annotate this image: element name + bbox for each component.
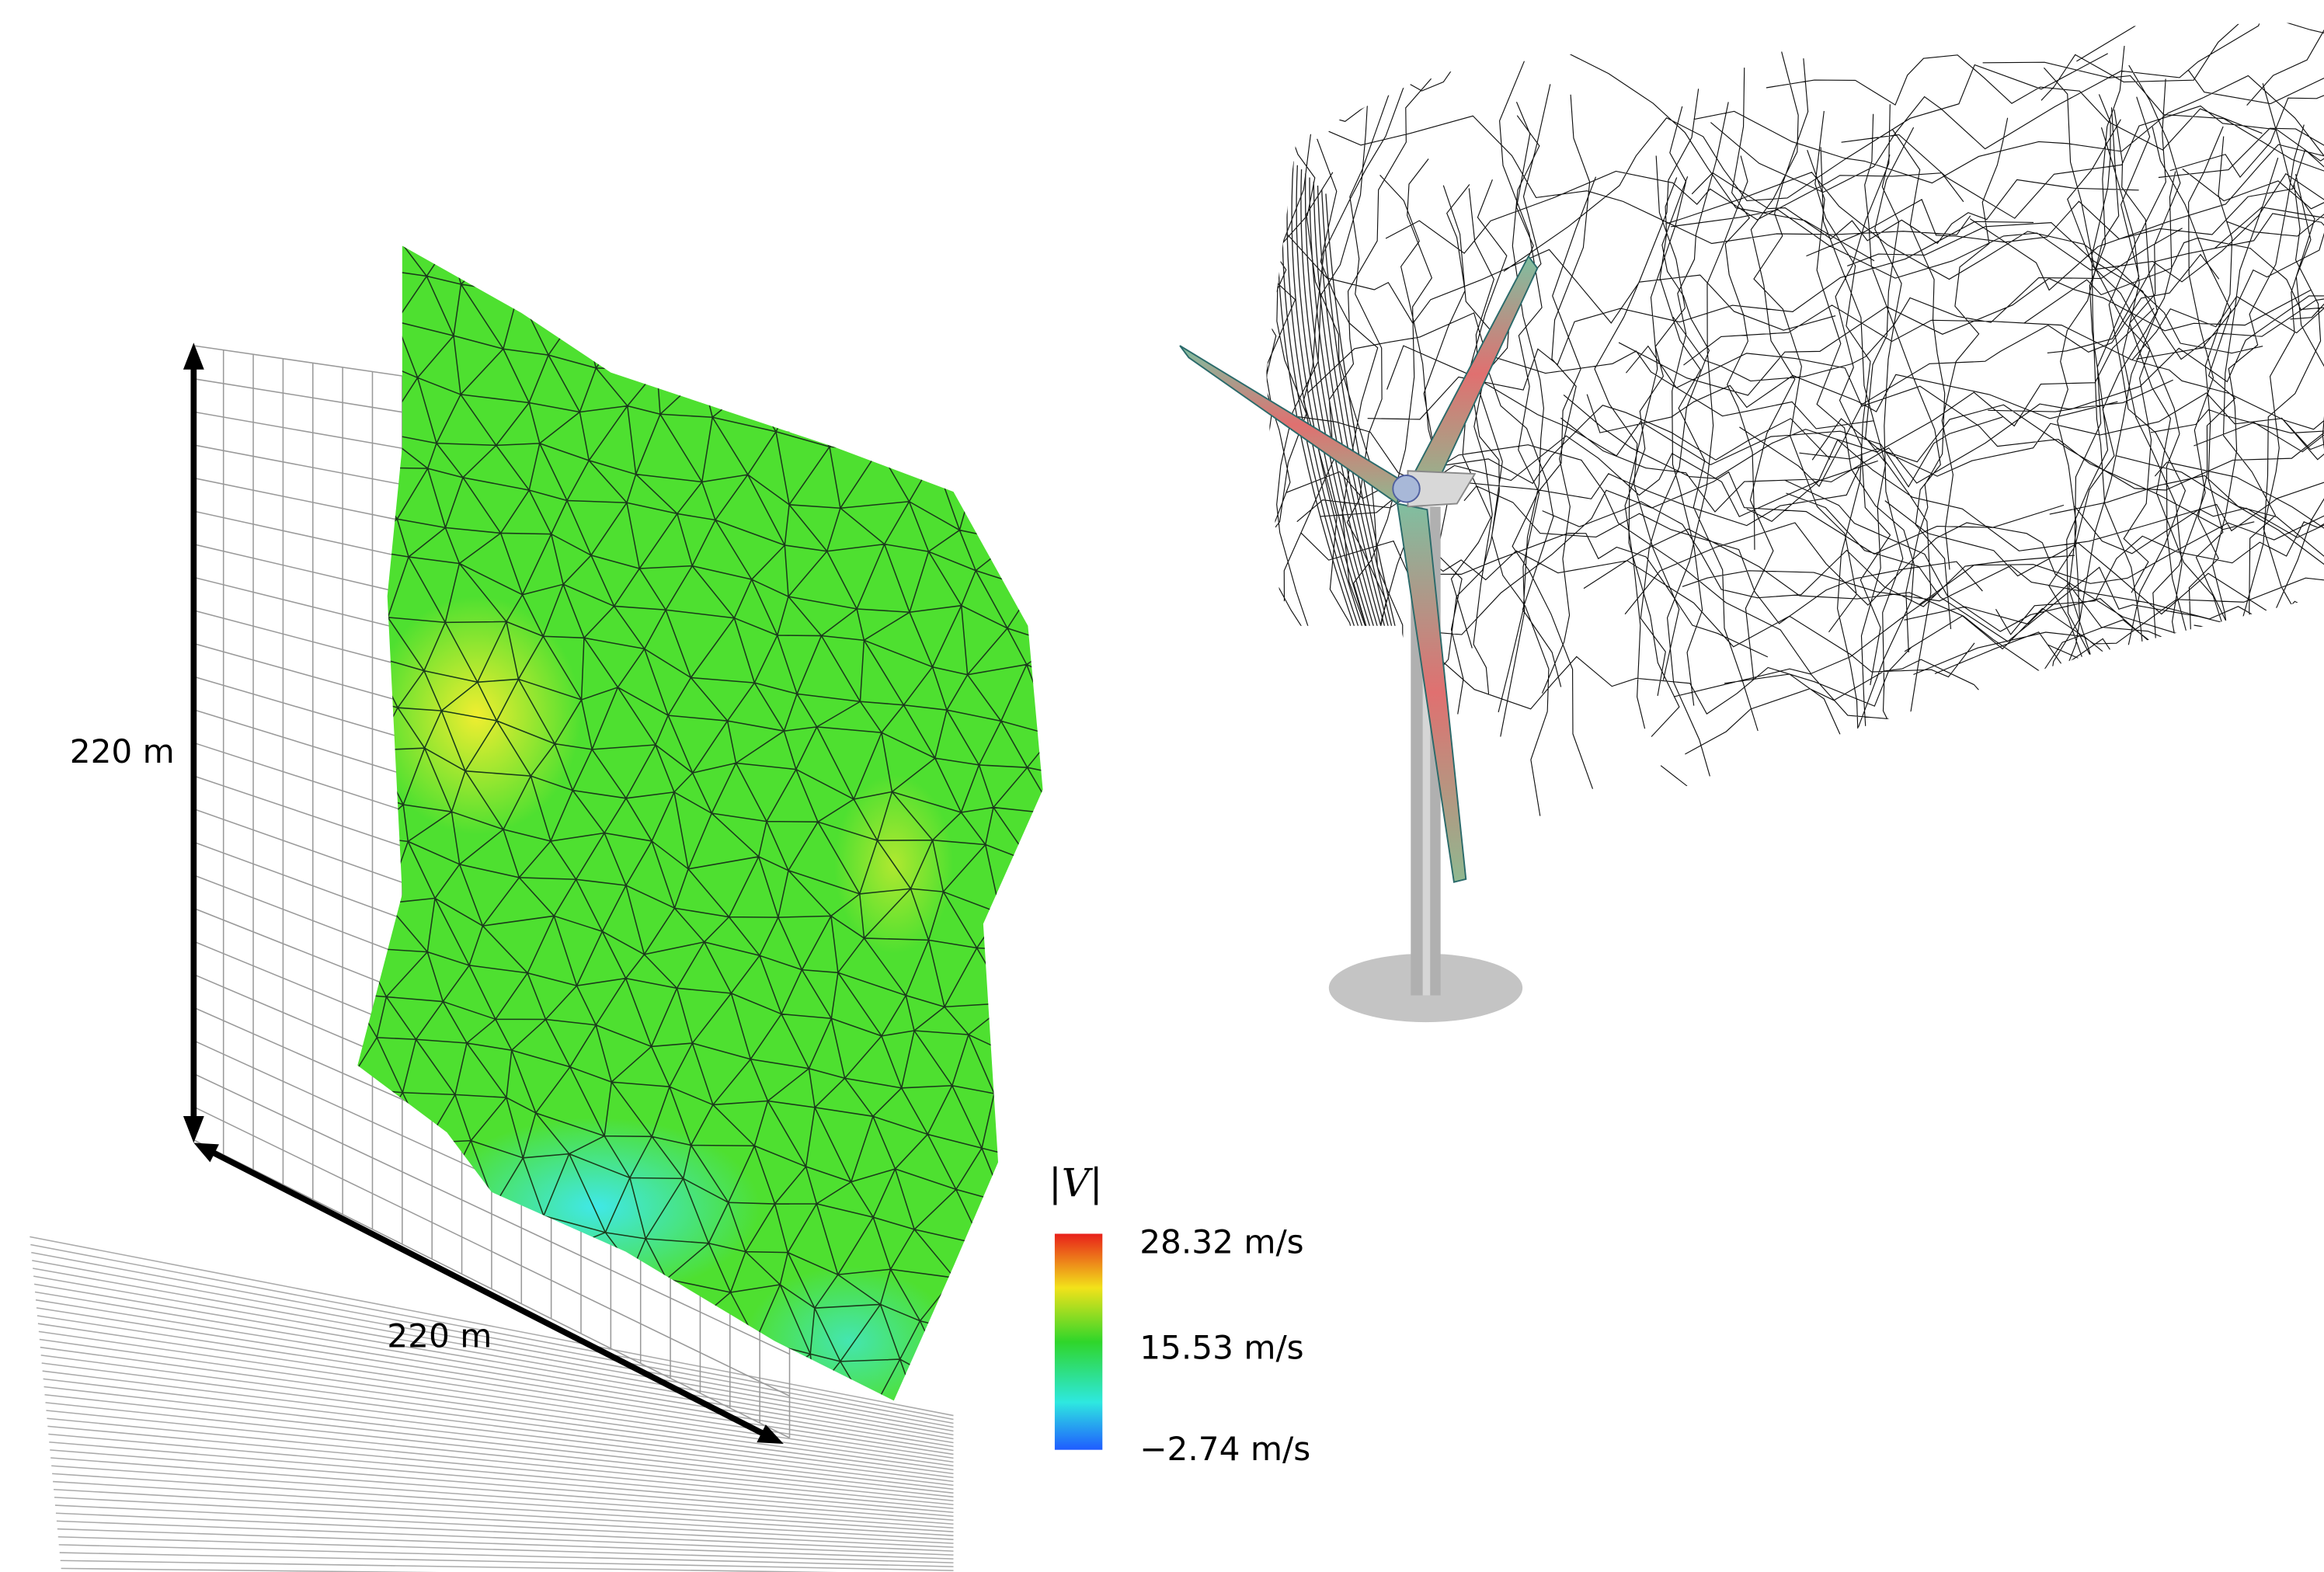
ground-line xyxy=(54,1497,954,1544)
ground-line xyxy=(50,1449,954,1522)
ground-line xyxy=(57,1528,954,1560)
surface-low xyxy=(744,1266,954,1401)
ground-line xyxy=(40,1346,954,1471)
ground-line xyxy=(30,1243,954,1421)
ground-line xyxy=(40,1355,954,1475)
colorbar-scale xyxy=(1054,1233,1103,1450)
ground-grid xyxy=(30,1236,954,1572)
arrow-head xyxy=(183,343,204,370)
wake-lines xyxy=(1266,22,2324,882)
arrow-head xyxy=(193,1142,219,1163)
ground-line xyxy=(44,1393,954,1494)
ground-line xyxy=(55,1512,954,1552)
ground-line xyxy=(50,1457,954,1525)
turbine-hub xyxy=(1392,475,1421,503)
ground-line xyxy=(57,1535,954,1563)
height-label: 220 m xyxy=(70,732,175,770)
plane-line xyxy=(193,1106,790,1397)
width-label: 220 m xyxy=(387,1316,492,1355)
ground-line xyxy=(41,1362,954,1479)
label-bg xyxy=(54,730,188,778)
ground-line xyxy=(42,1370,954,1483)
ground-line xyxy=(36,1307,954,1452)
velocity-surface xyxy=(357,245,1043,1401)
ground-line xyxy=(49,1441,954,1518)
ground-line xyxy=(38,1330,954,1463)
wake-lines-path xyxy=(1266,22,2324,882)
arrow-head xyxy=(757,1424,784,1445)
ground-line xyxy=(51,1465,954,1529)
surface-fill xyxy=(357,245,1043,1401)
ground-line xyxy=(33,1283,954,1440)
ground-line xyxy=(37,1315,954,1455)
ground-line xyxy=(54,1488,954,1540)
ground-line xyxy=(53,1480,954,1536)
ground-line xyxy=(58,1544,954,1567)
ground-line xyxy=(60,1560,839,1572)
width-arrow xyxy=(210,1149,764,1436)
ground-line xyxy=(43,1386,954,1490)
ground-line xyxy=(54,1504,954,1548)
surface-high xyxy=(372,596,581,835)
ground-line xyxy=(32,1260,954,1428)
ground-line xyxy=(35,1299,954,1448)
ground-line xyxy=(39,1338,954,1467)
plane-line xyxy=(193,1139,790,1439)
ground-line xyxy=(56,1520,954,1556)
turbine-blade xyxy=(1396,503,1467,883)
ground-line xyxy=(52,1473,954,1532)
ground-line xyxy=(61,1567,440,1572)
ground-line xyxy=(47,1425,954,1510)
ground-line xyxy=(33,1275,954,1436)
turbine xyxy=(1179,255,1539,1023)
turbine-blade xyxy=(1179,345,1401,506)
colorbar-label: −2.74 m/s xyxy=(1139,1430,1310,1468)
ground-line xyxy=(34,1291,954,1444)
tower-highlight xyxy=(1422,506,1431,996)
ground-line xyxy=(43,1378,954,1487)
ground-line xyxy=(33,1268,954,1432)
ground-line xyxy=(45,1402,954,1498)
colorbar-label: 15.53 m/s xyxy=(1139,1329,1303,1367)
ground-line xyxy=(59,1552,954,1571)
colorbar-title: |V| xyxy=(1049,1160,1103,1205)
ground-line xyxy=(47,1417,954,1506)
dimension-arrows xyxy=(183,343,784,1445)
colorbar-label: 28.32 m/s xyxy=(1139,1222,1303,1261)
ground-line xyxy=(31,1251,954,1424)
arrow-head xyxy=(183,1115,204,1143)
colorbar: |V| 28.32 m/s 15.53 m/s −2.74 m/s xyxy=(1049,1160,1310,1468)
ground-line xyxy=(37,1323,954,1459)
ground-line xyxy=(30,1236,954,1417)
ground-line xyxy=(48,1433,954,1514)
plane-line xyxy=(193,1073,790,1355)
wake-mesh xyxy=(1266,22,2324,882)
ground-line xyxy=(46,1410,954,1502)
